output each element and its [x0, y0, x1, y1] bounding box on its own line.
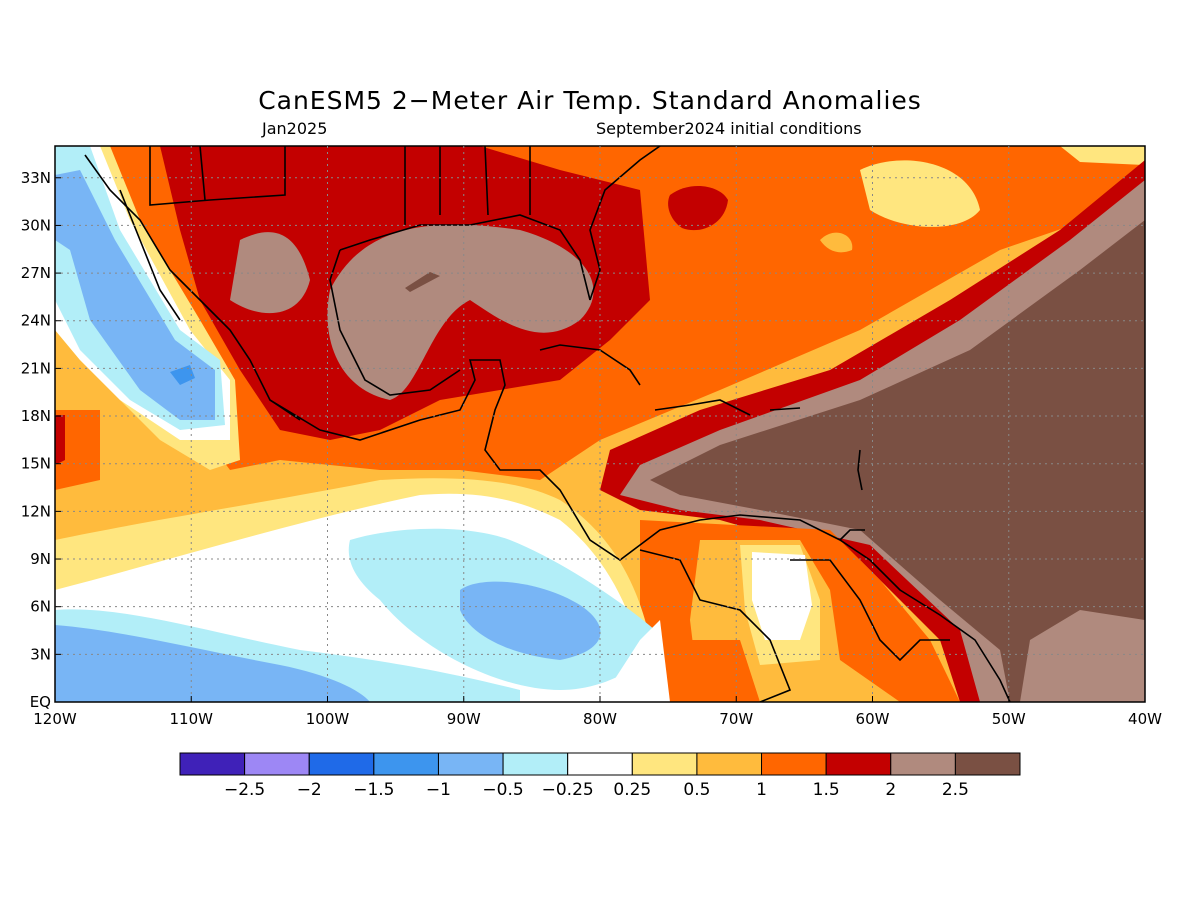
- colorbar: −2.5 −2 −1.5 −1 −0.5 −0.25 0.25 0.5 1 1.5 2 2.5: [179, 752, 1021, 800]
- coastlines: [84, 146, 1011, 702]
- lon-tick-label: 100W: [306, 710, 350, 728]
- colorbar-label: 1.5: [813, 780, 840, 800]
- colorbar-swatch: [437, 752, 504, 776]
- longitude-axis: 120W 110W 100W 90W 80W 70W 60W 50W 40W: [33, 696, 1162, 728]
- colorbar-swatch: [502, 752, 569, 776]
- lon-tick-label: 50W: [992, 710, 1026, 728]
- lat-tick-label: 12N: [21, 502, 51, 520]
- lat-tick-label: EQ: [30, 693, 51, 711]
- lat-tick-label: 21N: [21, 359, 51, 377]
- lat-tick-label: 9N: [30, 550, 51, 568]
- lon-tick-label: 120W: [33, 710, 77, 728]
- latitude-axis: EQ 3N 6N 9N 12N 15N 18N 21N 24N 27N 30N 33N: [21, 169, 61, 711]
- lon-tick-label: 90W: [447, 710, 481, 728]
- lon-tick-label: 110W: [170, 710, 214, 728]
- colorbar-label: 1: [756, 780, 767, 800]
- grid-lines: [55, 146, 1145, 702]
- colorbar-label: 0.5: [683, 780, 710, 800]
- colorbar-swatch: [954, 752, 1021, 776]
- valid-month-label: Jan2025: [262, 119, 328, 138]
- colorbar-label: −0.5: [482, 780, 523, 800]
- lat-tick-label: 30N: [21, 216, 51, 234]
- colorbar-label: −2: [297, 780, 322, 800]
- colorbar-swatch: [890, 752, 956, 776]
- colorbar-label: 0.25: [613, 780, 651, 800]
- lat-tick-label: 18N: [21, 407, 51, 425]
- colorbar-swatch: [179, 752, 246, 776]
- colorbar-swatch: [825, 752, 892, 776]
- colorbar-label: −2.5: [224, 780, 265, 800]
- colorbar-label: 2.5: [942, 780, 969, 800]
- lat-tick-label: 15N: [21, 455, 51, 473]
- colorbar-swatch: [567, 752, 633, 776]
- lat-tick-label: 33N: [21, 169, 51, 187]
- initial-conditions-label: September2024 initial conditions: [596, 119, 862, 138]
- lon-tick-label: 80W: [583, 710, 617, 728]
- lon-tick-label: 60W: [856, 710, 890, 728]
- lon-tick-label: 70W: [719, 710, 753, 728]
- colorbar-label: −1.5: [353, 780, 394, 800]
- colorbar-swatch: [696, 752, 763, 776]
- lat-tick-label: 3N: [30, 645, 51, 663]
- colorbar-swatch: [373, 752, 439, 776]
- lon-tick-label: 40W: [1128, 710, 1162, 728]
- lat-tick-label: 24N: [21, 312, 51, 330]
- colorbar-label: −1: [426, 780, 451, 800]
- colorbar-label: 2: [885, 780, 896, 800]
- colorbar-label: −0.25: [542, 780, 594, 800]
- colorbar-swatch: [761, 752, 827, 776]
- map-title: CanESM5 2−Meter Air Temp. Standard Anoma…: [258, 86, 922, 115]
- colorbar-swatch: [631, 752, 698, 776]
- colorbar-swatch: [308, 752, 375, 776]
- colorbar-swatch: [244, 752, 310, 776]
- lat-tick-label: 27N: [21, 264, 51, 282]
- anomaly-field: [55, 146, 1145, 702]
- lat-tick-label: 6N: [30, 598, 51, 616]
